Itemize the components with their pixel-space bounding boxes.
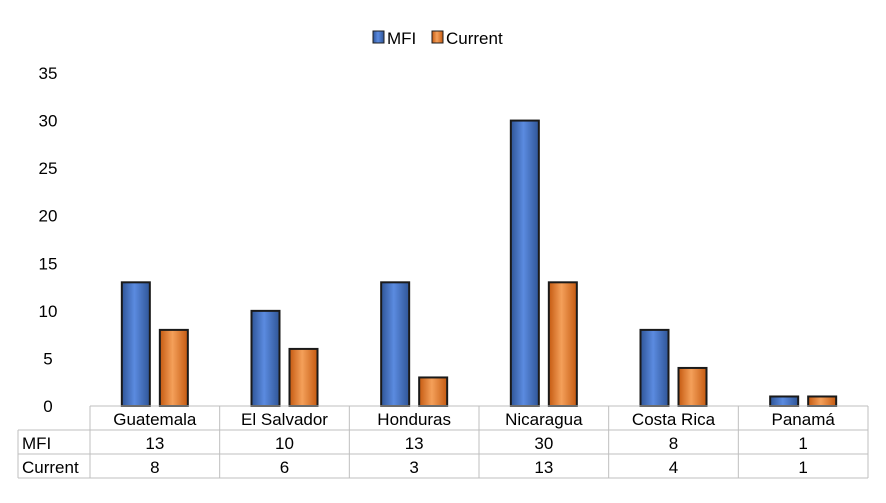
table-cell-value: 13 [145,434,164,453]
bar-mfi-guatemala [120,281,151,408]
legend-swatch-current [431,30,444,44]
bar-current-el-salvador [288,347,319,407]
table-cell-value: 13 [405,434,424,453]
table-cell-value: 10 [275,434,294,453]
table-cell-value: 4 [669,458,678,477]
bar-current-nicaragua [547,281,578,408]
table-cell-value: 3 [409,458,418,477]
table-cell-value: 1 [798,458,807,477]
table-cell-value: 1 [798,434,807,453]
legend-swatch-mfi [372,30,385,44]
bar-mfi-el-salvador [250,309,281,408]
x-tick-label: Honduras [377,410,451,429]
y-tick-label: 5 [43,349,52,368]
bar-mfi-nicaragua [509,119,540,407]
bar-mfi-honduras [380,281,411,408]
x-tick-label: El Salvador [241,410,328,429]
bar-current-honduras [418,376,449,408]
bar-current-panamá [807,395,838,408]
y-tick-label: 10 [39,302,58,321]
y-tick-label: 30 [39,112,58,131]
table-cell-value: 8 [669,434,678,453]
y-tick-label: 15 [39,254,58,273]
bar-mfi-costa-rica [639,328,670,407]
legend: MFI Current [372,29,503,48]
table-cell-value: 13 [534,458,553,477]
bars [120,119,838,408]
legend-label-current: Current [446,29,503,48]
y-tick-label: 35 [39,64,58,83]
legend-label-mfi: MFI [387,29,416,48]
bar-current-guatemala [158,328,189,407]
bar-current-costa-rica [677,366,708,408]
y-tick-label: 25 [39,159,58,178]
table-row-label: Current [22,458,79,477]
table-cell-value: 8 [150,458,159,477]
x-tick-label: Panamá [772,410,836,429]
x-tick-label: Costa Rica [632,410,716,429]
y-axis: 0 5 10 15 20 25 30 35 [39,64,58,416]
x-tick-label: Nicaragua [505,410,583,429]
x-tick-label: Guatemala [113,410,197,429]
bar-mfi-panamá [769,395,800,408]
table-cell-value: 6 [280,458,289,477]
table-cell-value: 30 [534,434,553,453]
table-row-label: MFI [22,434,51,453]
data-table: Guatemala El Salvador Honduras Nicaragua Cos… [17,405,869,479]
y-tick-label: 20 [39,207,58,226]
y-tick-label: 0 [43,397,52,416]
